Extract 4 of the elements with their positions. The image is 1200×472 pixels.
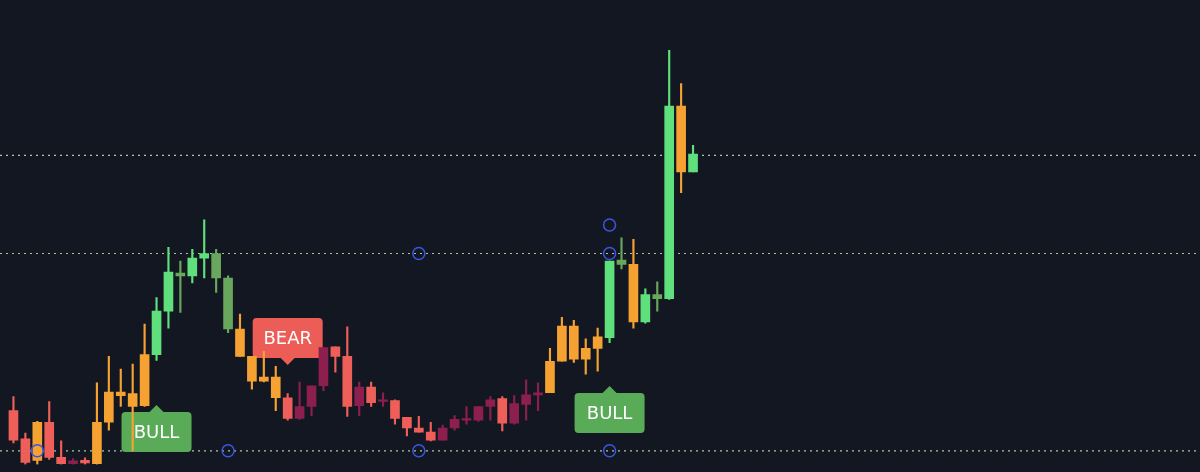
annotation: BULL — [133, 420, 180, 442]
candlestick — [616, 237, 627, 270]
annotation: BULL — [586, 401, 633, 423]
annotation: BEAR — [263, 326, 312, 348]
